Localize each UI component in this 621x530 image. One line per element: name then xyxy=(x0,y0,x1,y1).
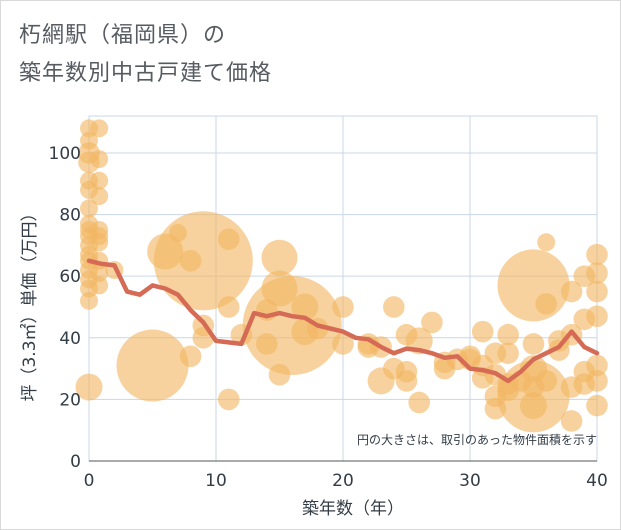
y-tick-label: 20 xyxy=(59,390,81,410)
y-tick-label: 0 xyxy=(70,452,81,472)
data-bubble xyxy=(217,296,240,318)
data-bubble xyxy=(90,233,109,252)
data-bubble xyxy=(291,293,319,321)
data-bubble xyxy=(497,249,570,322)
y-tick-label: 80 xyxy=(59,206,81,226)
data-bubble xyxy=(179,249,202,272)
data-bubble xyxy=(90,276,109,295)
chart-title-line1: 朽網駅（福岡県）の xyxy=(19,23,227,48)
data-bubble xyxy=(268,363,291,386)
data-bubble xyxy=(255,333,278,355)
data-bubble xyxy=(471,320,494,343)
data-bubble xyxy=(332,296,354,318)
x-tick-label: 30 xyxy=(459,471,481,491)
data-bubble xyxy=(586,243,608,266)
x-tick-label: 40 xyxy=(586,471,608,491)
data-bubble xyxy=(537,233,556,252)
y-tick-label: 40 xyxy=(59,329,81,349)
data-bubble xyxy=(217,388,240,411)
data-bubble xyxy=(383,296,405,318)
data-bubble xyxy=(522,333,545,355)
data-bubble xyxy=(548,339,570,361)
y-tick-label: 60 xyxy=(59,267,81,287)
y-axis-label: 坪（3.3㎡）単価（万円） xyxy=(20,204,40,401)
x-tick-label: 10 xyxy=(205,471,227,491)
data-bubble xyxy=(586,394,608,417)
data-bubble xyxy=(90,264,109,283)
data-bubble xyxy=(261,270,298,307)
data-bubble xyxy=(90,171,109,190)
data-bubble xyxy=(535,293,557,315)
data-bubble xyxy=(168,224,187,243)
data-bubble xyxy=(497,323,519,346)
data-bubble xyxy=(147,233,184,270)
data-bubble xyxy=(80,199,98,218)
data-bubble xyxy=(586,305,608,328)
tick-labels: 0 10 20 30 40 0 20 40 60 80 100 xyxy=(49,144,608,491)
data-bubble xyxy=(116,329,189,402)
data-bubble xyxy=(179,345,202,368)
data-bubble xyxy=(421,311,443,334)
data-bubble xyxy=(586,354,608,377)
data-bubble xyxy=(586,280,608,303)
data-bubble xyxy=(484,397,507,420)
data-bubble xyxy=(395,323,418,346)
data-bubble xyxy=(332,333,354,355)
x-axis-label: 築年数（年） xyxy=(302,499,404,519)
data-bubble xyxy=(90,150,109,169)
chart-title-line2: 築年数別中古戸建て価格 xyxy=(19,61,273,86)
data-bubble xyxy=(560,410,583,432)
data-bubble xyxy=(560,280,583,303)
data-bubble xyxy=(261,239,298,276)
bubble-layer xyxy=(75,119,608,433)
data-bubble xyxy=(90,119,109,138)
data-bubble xyxy=(217,228,240,251)
y-tick-label: 100 xyxy=(49,144,81,164)
data-bubble xyxy=(586,370,608,392)
data-bubble xyxy=(497,342,519,364)
data-bubble xyxy=(586,262,608,284)
data-bubble xyxy=(80,291,98,310)
trend-line-layer xyxy=(86,258,600,384)
data-bubble xyxy=(535,370,557,392)
data-bubble xyxy=(90,187,109,206)
bubble-size-note: 円の大きさは、取引のあった物件面積を示す xyxy=(357,432,597,447)
data-bubble xyxy=(75,373,103,401)
grid xyxy=(88,115,598,462)
data-bubble xyxy=(520,392,547,420)
average-price-line xyxy=(86,258,600,384)
data-bubble xyxy=(395,370,418,392)
data-bubble xyxy=(80,131,98,150)
x-tick-label: 20 xyxy=(332,471,354,491)
data-bubble xyxy=(408,391,431,414)
x-tick-label: 0 xyxy=(84,471,95,491)
